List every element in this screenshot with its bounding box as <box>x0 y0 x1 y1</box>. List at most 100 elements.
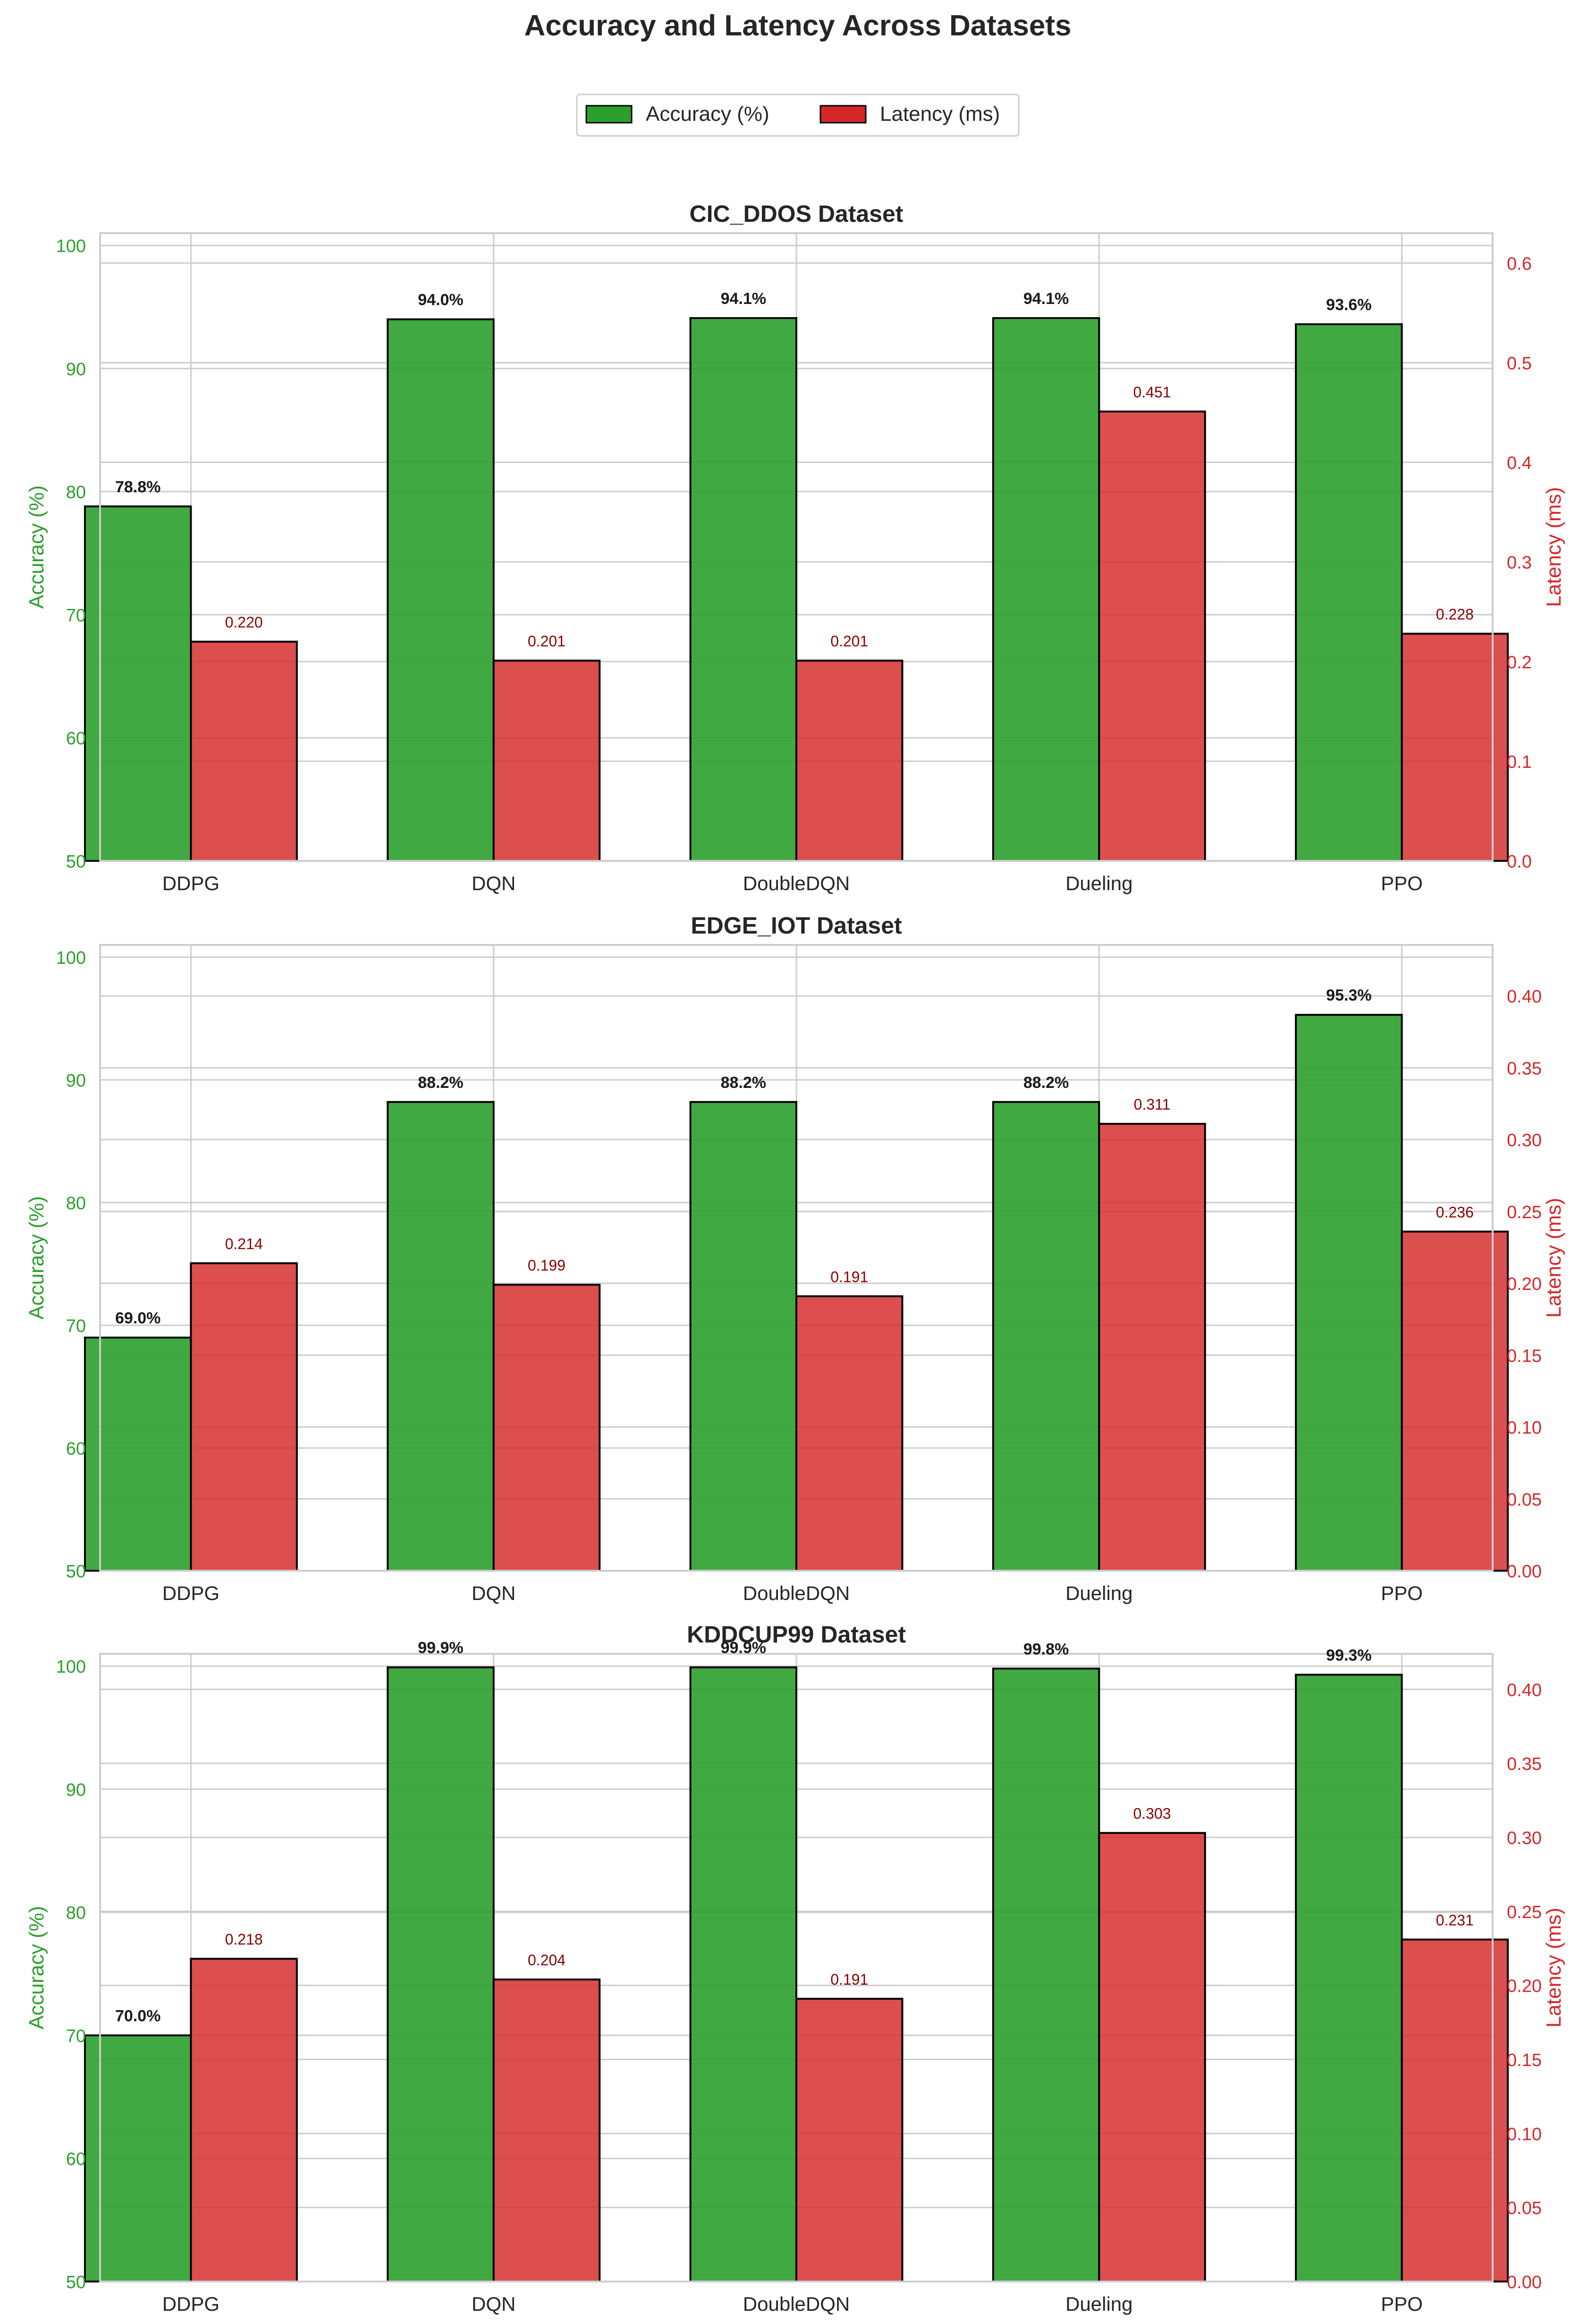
latency-bar-ddpg <box>190 1262 298 1572</box>
y-tick-label: 80 <box>66 1903 86 1923</box>
latency-label-dqn: 0.204 <box>528 1952 566 1969</box>
panel-title: KDDCUP99 Dataset <box>687 1621 906 1648</box>
y2-axis-label: Latency (ms) <box>1542 487 1565 607</box>
legend-label-accuracy: Accuracy (%) <box>646 102 769 126</box>
accuracy-bar-dqn <box>387 1666 495 2282</box>
accuracy-bar-ddpg <box>84 505 192 862</box>
x-tick-label-doubledqn: DoubleDQN <box>743 872 850 894</box>
x-tick-label-ddpg: DDPG <box>162 2293 220 2315</box>
latency-bar-doubledqn <box>795 1997 904 2282</box>
y2-tick-label: 0.00 <box>1507 2273 1542 2292</box>
accuracy-bar-ppo <box>1295 1014 1403 1572</box>
panel-title: CIC_DDOS Dataset <box>690 201 904 227</box>
y-tick-label: 60 <box>66 729 86 749</box>
y-tick-label: 100 <box>56 1657 86 1677</box>
y-tick-label: 100 <box>56 236 86 256</box>
x-tick-label-dqn: DQN <box>472 872 515 894</box>
latency-label-dqn: 0.199 <box>528 1257 566 1274</box>
accuracy-label-doubledqn: 99.9% <box>721 1639 766 1657</box>
latency-bar-dqn <box>492 659 601 862</box>
y2-tick-label: 0.35 <box>1507 1754 1542 1774</box>
plot-frame <box>99 944 1494 1572</box>
latency-label-ppo: 0.236 <box>1436 1204 1474 1221</box>
latency-bar-ppo <box>1401 1938 1509 2282</box>
accuracy-label-ppo: 93.6% <box>1326 296 1371 314</box>
y2-tick-label: 0.40 <box>1507 1680 1542 1700</box>
accuracy-bar-dueling <box>992 1667 1100 2283</box>
y2-tick-label: 0.05 <box>1507 1490 1542 1510</box>
x-tick-label-doubledqn: DoubleDQN <box>743 1582 850 1604</box>
figure-title: Accuracy and Latency Across Datasets <box>524 9 1071 42</box>
accuracy-label-doubledqn: 94.1% <box>721 290 766 308</box>
y-axis-label: Accuracy (%) <box>25 1906 48 2029</box>
accuracy-bar-dueling <box>992 1101 1100 1572</box>
latency-label-ppo: 0.231 <box>1436 1911 1474 1928</box>
y-axis-label: Accuracy (%) <box>25 485 48 609</box>
x-tick-label-ppo: PPO <box>1381 872 1423 894</box>
y-tick-label: 90 <box>66 1780 86 1800</box>
latency-bar-ddpg <box>190 1958 298 2282</box>
y2-tick-label: 0.20 <box>1507 1977 1542 1996</box>
accuracy-label-dueling: 88.2% <box>1023 1074 1069 1092</box>
y2-tick-label: 0.15 <box>1507 2050 1542 2070</box>
x-tick-label-dueling: Dueling <box>1065 872 1132 894</box>
chart-panel-edge-iot: 69.0% 0.214 88.2% 0.199 88.2% 0.191 88.2% 0.311… <box>25 912 1565 1604</box>
accuracy-label-dqn: 94.0% <box>418 291 463 309</box>
y2-tick-label: 0.05 <box>1507 2198 1542 2218</box>
accuracy-bar-doubledqn <box>689 1666 797 2282</box>
latency-label-ddpg: 0.214 <box>225 1235 263 1252</box>
accuracy-bar-doubledqn <box>689 1101 797 1572</box>
accuracy-label-doubledqn: 88.2% <box>721 1074 766 1092</box>
y2-tick-label: 0.30 <box>1507 1828 1542 1848</box>
latency-label-ddpg: 0.218 <box>225 1931 263 1948</box>
y2-tick-label: 0.6 <box>1507 254 1532 274</box>
y2-axis-label: Latency (ms) <box>1542 1198 1565 1318</box>
accuracy-label-ddpg: 78.8% <box>115 478 160 496</box>
y-tick-label: 100 <box>56 948 86 968</box>
y2-tick-label: 0.1 <box>1507 752 1532 772</box>
accuracy-label-dqn: 99.9% <box>418 1639 463 1657</box>
accuracy-label-dueling: 99.8% <box>1023 1640 1069 1658</box>
latency-label-dueling: 0.451 <box>1133 384 1171 401</box>
latency-label-doubledqn: 0.191 <box>830 1971 868 1988</box>
latency-bar-dqn <box>492 1979 601 2282</box>
latency-label-dueling: 0.303 <box>1133 1805 1171 1822</box>
x-tick-label-ppo: PPO <box>1381 1582 1423 1604</box>
accuracy-bar-ddpg <box>84 2034 192 2282</box>
latency-label-doubledqn: 0.201 <box>830 633 868 650</box>
x-tick-label-ddpg: DDPG <box>162 1582 220 1604</box>
legend-label-latency: Latency (ms) <box>880 102 1000 126</box>
latency-bar-dueling <box>1098 410 1206 862</box>
accuracy-label-ppo: 95.3% <box>1326 986 1371 1004</box>
y-tick-label: 50 <box>66 1562 86 1582</box>
accuracy-bar-ppo <box>1295 1674 1403 2282</box>
y2-tick-label: 0.3 <box>1507 553 1532 573</box>
accuracy-bar-doubledqn <box>689 317 797 862</box>
y-tick-label: 50 <box>66 2273 86 2292</box>
plot-frame <box>99 1653 1494 2282</box>
y2-tick-label: 0.10 <box>1507 1418 1542 1438</box>
x-tick-label-dqn: DQN <box>472 2293 515 2315</box>
latency-bar-dueling <box>1098 1123 1206 1572</box>
legend-swatch-accuracy <box>585 105 633 124</box>
latency-label-dqn: 0.201 <box>528 633 566 650</box>
y2-tick-label: 0.00 <box>1507 1562 1542 1582</box>
accuracy-label-ddpg: 70.0% <box>115 2007 160 2025</box>
chart-panel-cic-ddos: 78.8% 0.220 94.0% 0.201 94.1% 0.201 94.1% 0.451… <box>25 201 1565 894</box>
plot-frame <box>99 232 1494 862</box>
y2-tick-label: 0.15 <box>1507 1346 1542 1366</box>
latency-bar-ppo <box>1401 1230 1509 1572</box>
latency-bar-doubledqn <box>795 659 904 862</box>
accuracy-bar-dueling <box>992 317 1100 862</box>
accuracy-label-ddpg: 69.0% <box>115 1309 160 1327</box>
accuracy-label-dqn: 88.2% <box>418 1074 463 1092</box>
panel-title: EDGE_IOT Dataset <box>691 912 902 939</box>
latency-bar-dqn <box>492 1284 601 1572</box>
y2-axis-label: Latency (ms) <box>1542 1908 1565 2028</box>
latency-label-ddpg: 0.220 <box>225 614 263 631</box>
y-tick-label: 80 <box>66 1194 86 1213</box>
y-tick-label: 70 <box>66 606 86 625</box>
latency-bar-doubledqn <box>795 1295 904 1572</box>
accuracy-label-dueling: 94.1% <box>1023 290 1069 308</box>
